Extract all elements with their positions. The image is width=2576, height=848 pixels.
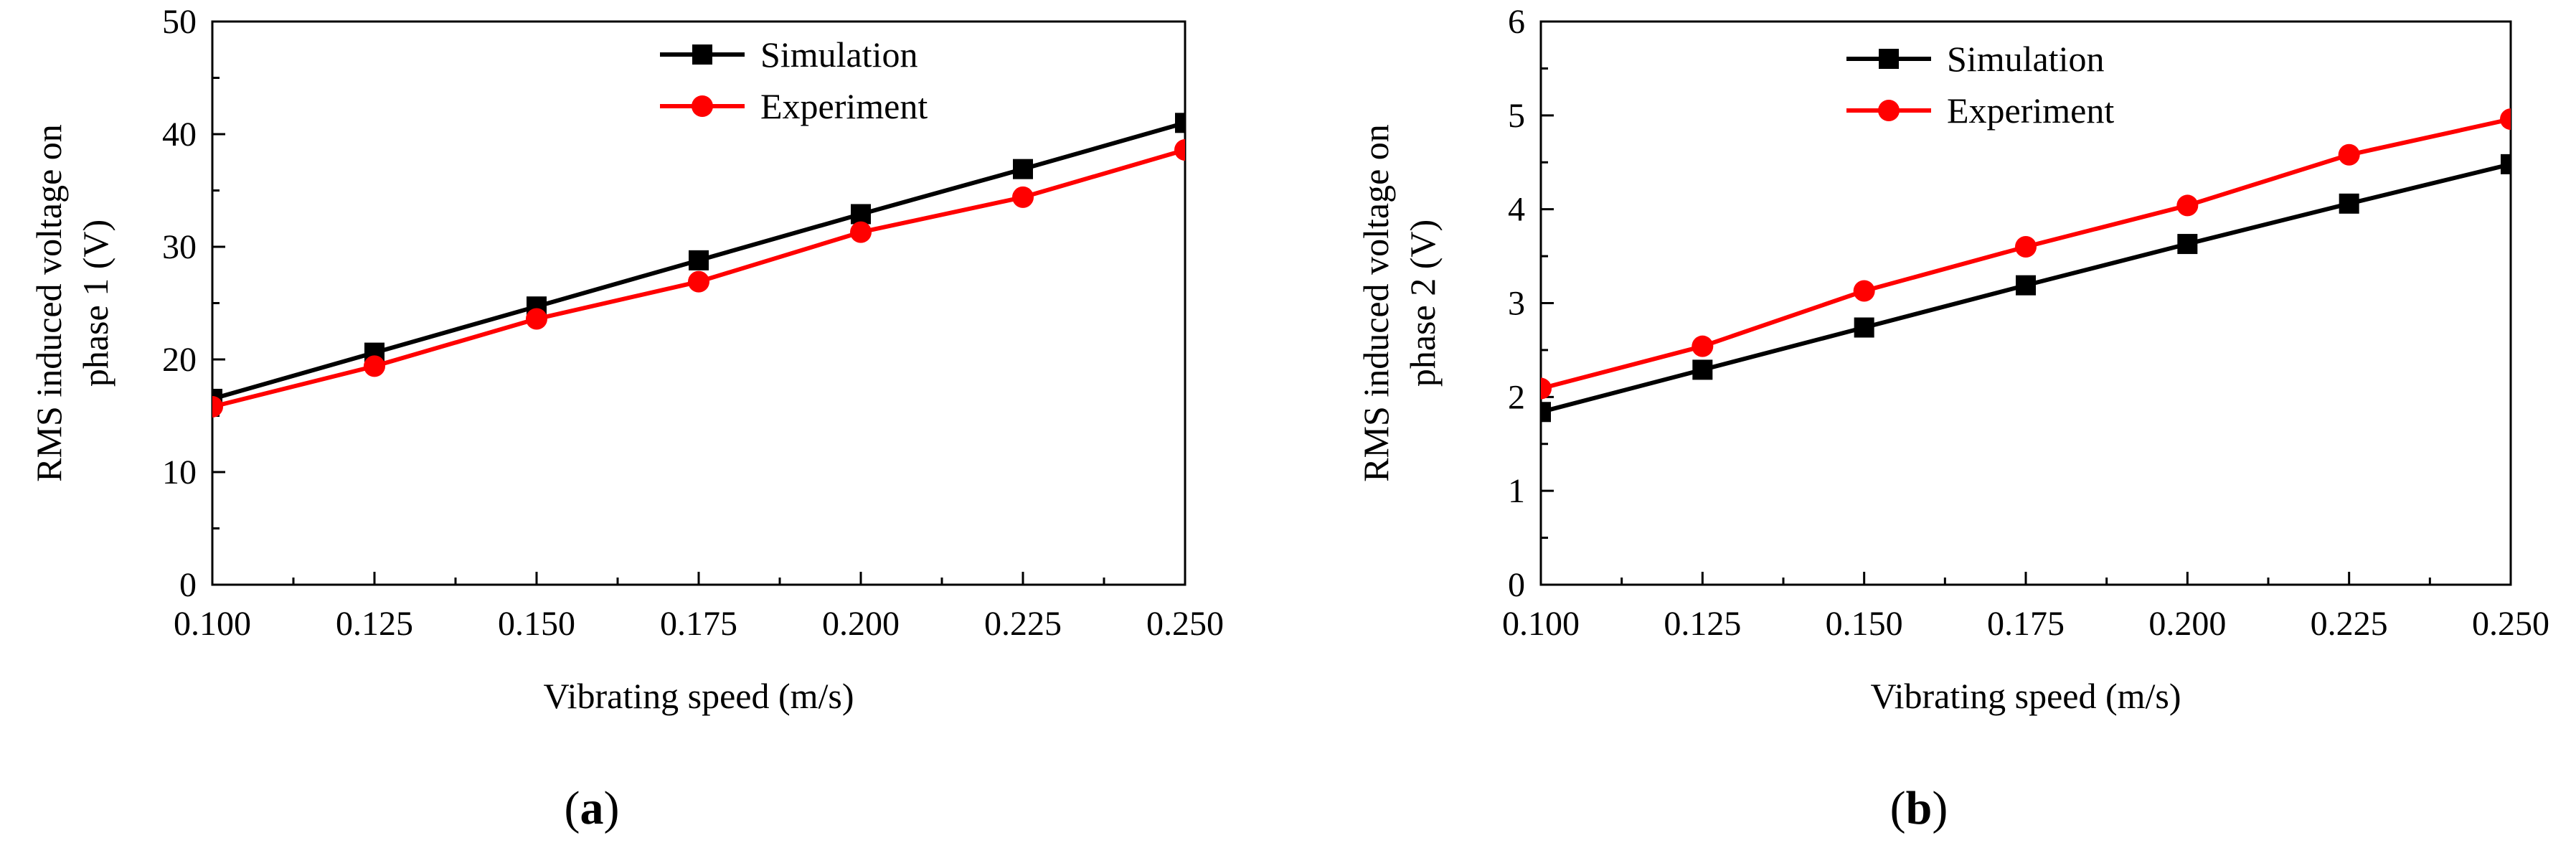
y-tick-label: 0 <box>1508 566 1525 604</box>
x-tick-label: 0.250 <box>1146 605 1224 643</box>
legend-label: Experiment <box>1947 90 2114 131</box>
y-tick-label: 2 <box>1508 378 1525 416</box>
data-point-experiment <box>526 308 547 330</box>
data-point-experiment <box>1541 377 1552 400</box>
data-point-experiment <box>850 221 872 243</box>
legend-marker <box>692 95 713 117</box>
legend-entry-experiment: Experiment <box>660 86 928 126</box>
data-point-experiment <box>1012 186 1034 208</box>
x-tick-label: 0.200 <box>822 605 900 643</box>
data-point-simulation <box>1854 317 1874 338</box>
legend-entry-simulation: Simulation <box>660 34 917 75</box>
x-tick-label: 0.100 <box>174 605 251 643</box>
y-tick-label: 4 <box>1508 191 1525 229</box>
data-point-simulation <box>2177 234 2198 255</box>
x-tick-label: 0.225 <box>2311 605 2388 643</box>
x-tick-label: 0.250 <box>2472 605 2549 643</box>
y-axis-title-line: phase 2 (V) <box>1402 220 1443 387</box>
legend-marker <box>692 44 712 65</box>
data-point-simulation <box>2501 154 2511 174</box>
x-tick-label: 0.150 <box>498 605 575 643</box>
data-point-simulation <box>2339 193 2359 214</box>
data-point-experiment <box>1174 138 1185 161</box>
data-point-simulation <box>1175 113 1185 133</box>
x-tick-label: 0.225 <box>984 605 1062 643</box>
x-tick-label: 0.100 <box>1502 605 1580 643</box>
legend-entry-experiment: Experiment <box>1846 90 2114 131</box>
data-point-experiment <box>2015 236 2037 258</box>
y-tick-label: 1 <box>1508 472 1525 510</box>
y-tick-label: 3 <box>1508 285 1525 323</box>
x-tick-label: 0.200 <box>2148 605 2226 643</box>
legend-marker <box>1878 100 1900 121</box>
x-tick-label: 0.175 <box>660 605 737 643</box>
legend-entry-simulation: Simulation <box>1846 39 2104 79</box>
data-point-simulation <box>2016 275 2036 296</box>
y-tick-label: 10 <box>162 453 197 491</box>
data-point-experiment <box>2338 143 2360 166</box>
x-tick-label: 0.150 <box>1826 605 1903 643</box>
data-point-simulation <box>851 204 871 225</box>
y-axis-title-line: phase 1 (V) <box>75 220 115 387</box>
chart-panel-b: 0.100 0.125 0.150 0.175 0.200 0.225 0.250 0 1 2 3 4… <box>1356 3 2549 834</box>
y-tick-label: 0 <box>179 566 197 604</box>
legend-label: Simulation <box>1947 39 2104 79</box>
data-point-simulation <box>689 250 709 270</box>
x-tick-label: 0.175 <box>1987 605 2065 643</box>
panel-label: (a) <box>565 782 620 834</box>
data-point-experiment <box>2176 194 2199 217</box>
x-tick-label: 0.125 <box>1664 605 1741 643</box>
data-point-experiment <box>688 270 709 293</box>
x-axis-title: Vibrating speed (m/s) <box>1870 676 2181 716</box>
data-point-experiment <box>2500 108 2511 131</box>
legend-label: Experiment <box>760 86 928 126</box>
data-point-simulation <box>1692 359 1713 380</box>
data-point-experiment <box>364 355 385 377</box>
y-axis-title-line: RMS induced voltage on <box>1356 124 1396 482</box>
panel-letter: b <box>1906 782 1933 834</box>
data-point-simulation <box>1541 402 1551 423</box>
x-axis-title: Vibrating speed (m/s) <box>543 676 854 716</box>
panel-label: (b) <box>1890 782 1948 834</box>
y-tick-label: 20 <box>162 341 197 379</box>
legend-label: Simulation <box>760 34 917 75</box>
data-point-experiment <box>1853 280 1875 302</box>
y-axis-title-line: RMS induced voltage on <box>29 124 69 482</box>
y-tick-label: 5 <box>1508 97 1525 135</box>
plot-area <box>212 113 1185 418</box>
legend-marker <box>1879 49 1899 69</box>
x-tick-label: 0.125 <box>336 605 413 643</box>
panel-letter: a <box>580 782 604 834</box>
plot-area <box>1541 108 2511 423</box>
y-tick-label: 6 <box>1508 3 1525 41</box>
chart-panel-a: 0.100 0.125 0.150 0.175 0.200 0.225 0.250 0 10 20… <box>29 3 1224 834</box>
y-tick-label: 50 <box>162 3 197 41</box>
data-point-experiment <box>212 395 223 418</box>
y-tick-label: 40 <box>162 116 197 154</box>
data-point-experiment <box>1692 335 1714 357</box>
y-tick-label: 30 <box>162 228 197 266</box>
data-point-simulation <box>1013 159 1033 179</box>
